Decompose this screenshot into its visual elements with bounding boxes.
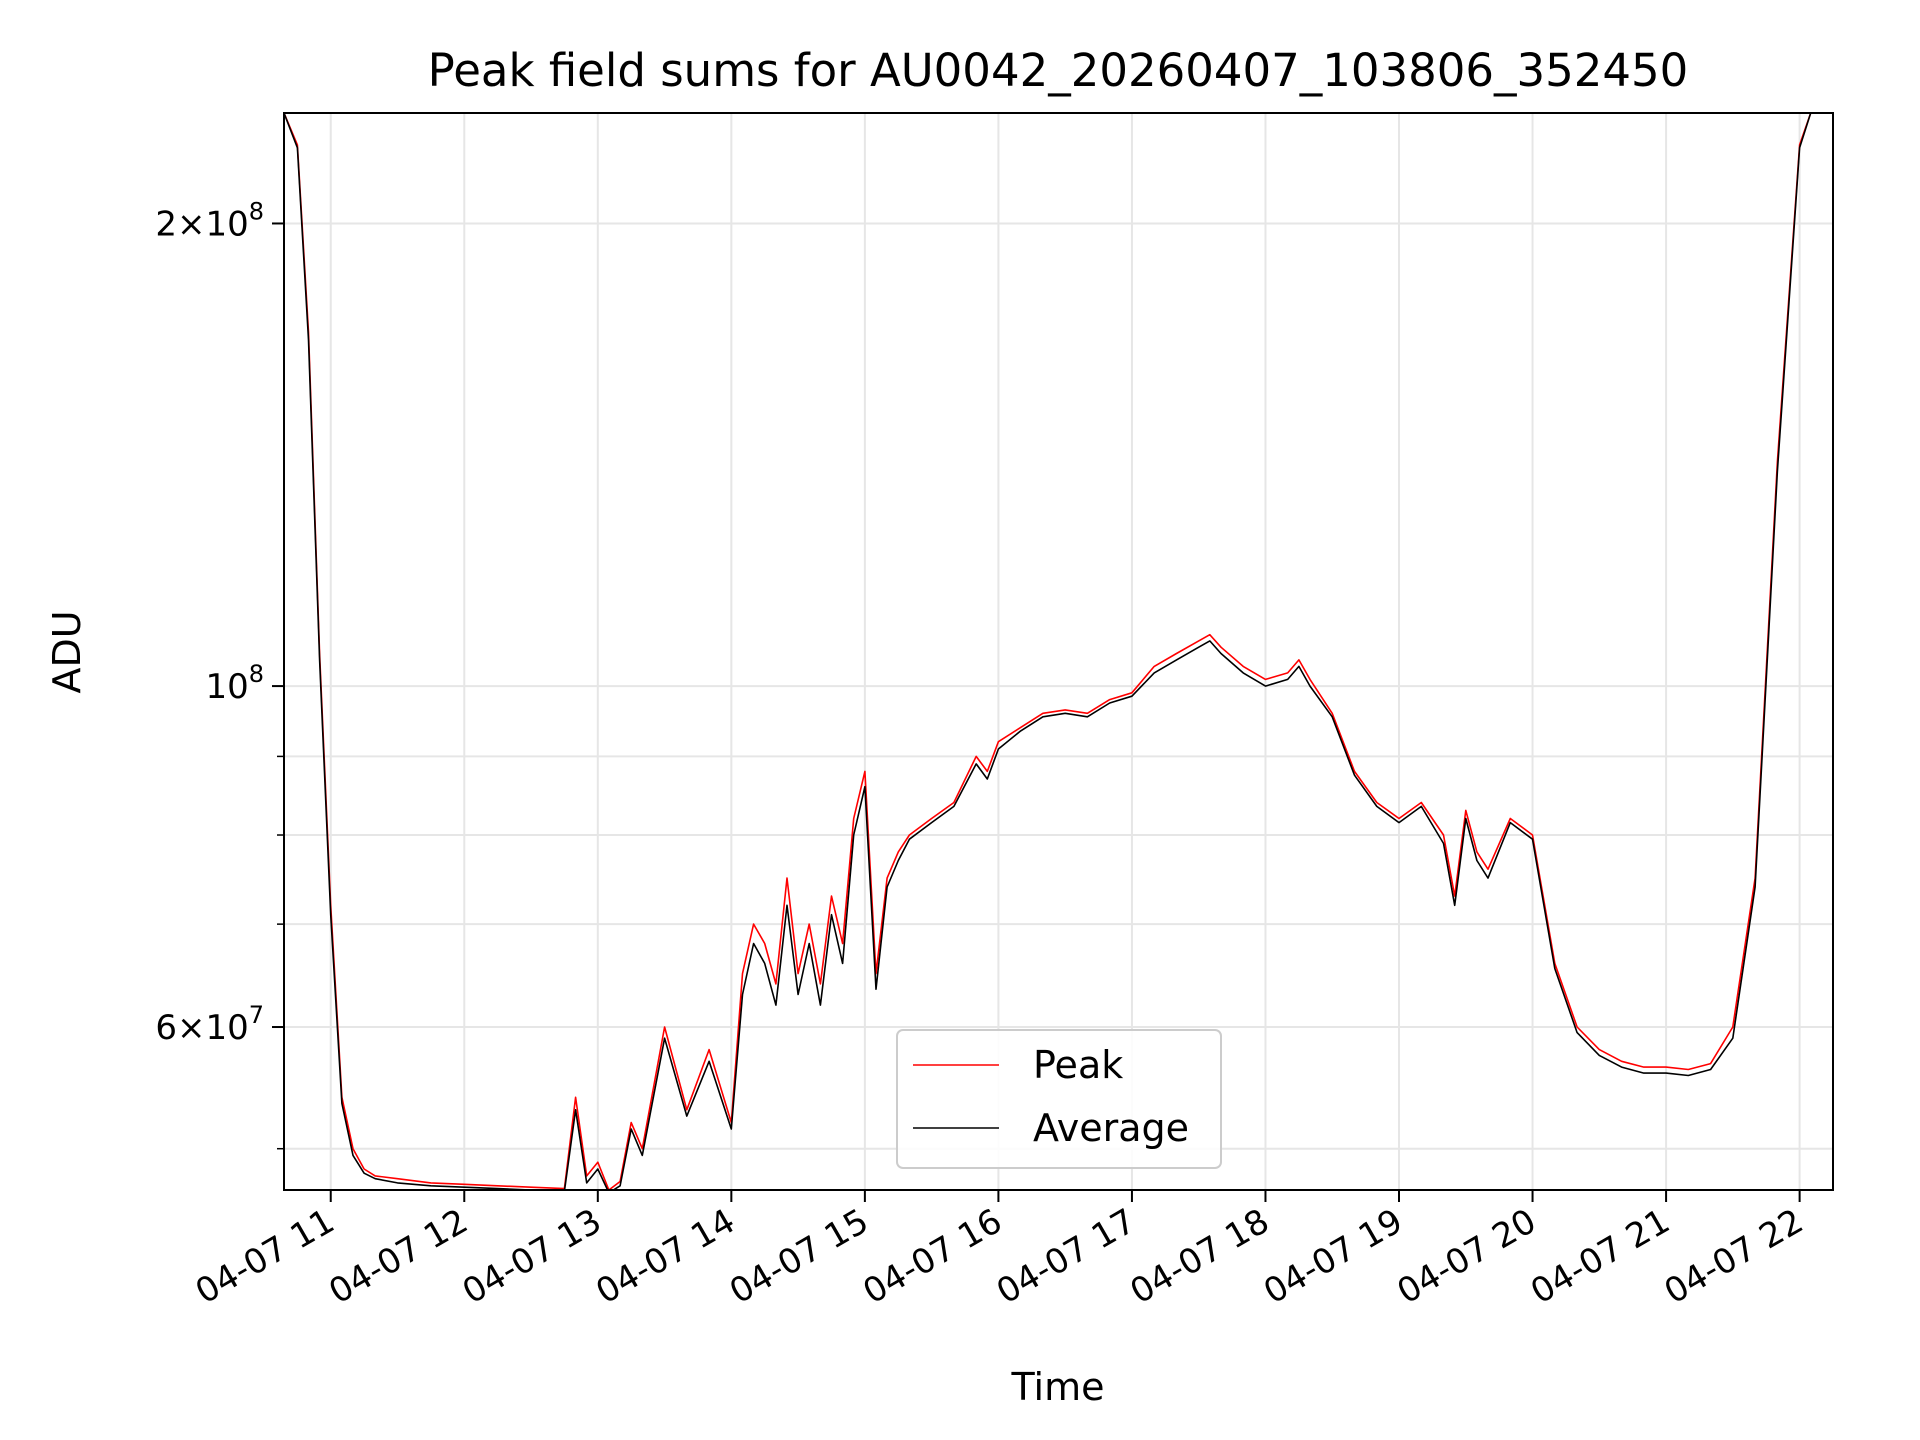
y-axis: 2×108 108 6×107: [155, 197, 284, 1150]
y-tick-label: 108: [205, 660, 264, 707]
legend-label-average: Average: [1033, 1106, 1189, 1150]
legend-label-peak: Peak: [1033, 1043, 1123, 1087]
legend: Peak Average: [896, 1029, 1222, 1169]
y-tick-label: 6×107: [155, 1001, 264, 1048]
y-axis-label: ADU: [45, 610, 89, 693]
series-line-average: [284, 113, 1812, 1190]
x-axis-label: Time: [1011, 1365, 1105, 1409]
series-line-peak: [284, 113, 1812, 1190]
y-tick-label: 2×108: [155, 197, 264, 244]
chart-title: Peak field sums for AU0042_20260407_1038…: [428, 44, 1689, 97]
plot-frame: [283, 112, 1834, 1191]
